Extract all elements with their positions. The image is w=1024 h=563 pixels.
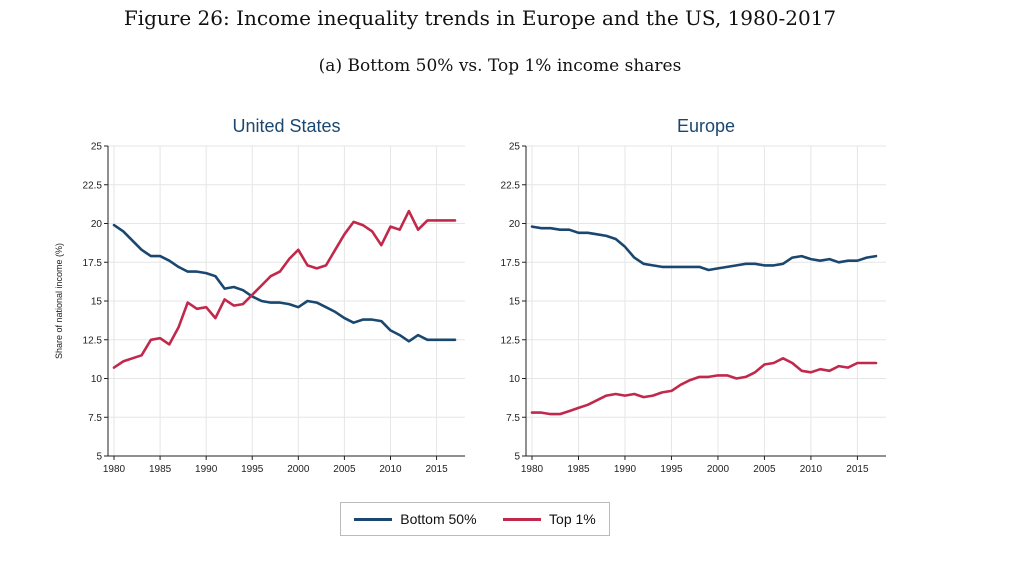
us-ytick-label: 15 xyxy=(91,297,103,308)
eu-xtick-label: 2000 xyxy=(707,464,730,475)
eu-xtick-label: 1995 xyxy=(660,464,683,475)
figure-subtitle: (a) Bottom 50% vs. Top 1% income shares xyxy=(318,56,682,76)
us-xtick-label: 1995 xyxy=(241,464,264,475)
eu-ytick-label: 22.5 xyxy=(501,180,521,191)
eu-ytick-label: 20 xyxy=(509,219,521,230)
legend-item-top1: Top 1% xyxy=(503,511,596,527)
us-ytick-label: 22.5 xyxy=(83,180,103,191)
eu-xtick-label: 2010 xyxy=(800,464,823,475)
charts-canvas: United States 5 7.5 10 12.5 15 17.5 20 22.5 25 198… xyxy=(54,116,886,475)
legend: Bottom 50% Top 1% xyxy=(340,502,610,536)
us-ytick-label: 20 xyxy=(91,219,103,230)
legend-label-bottom50: Bottom 50% xyxy=(400,511,477,527)
us-xtick-label: 1980 xyxy=(103,464,126,475)
us-xtick-label: 2000 xyxy=(287,464,310,475)
legend-label-top1: Top 1% xyxy=(549,511,596,527)
eu-ytick-label: 7.5 xyxy=(506,413,520,424)
legend-swatch-top1 xyxy=(503,517,542,521)
us-ytick-label: 12.5 xyxy=(83,335,103,346)
us-xtick-label: 1985 xyxy=(149,464,172,475)
figure-title: Figure 26: Income inequality trends in E… xyxy=(123,6,837,30)
us-xtick-label: 1990 xyxy=(195,464,218,475)
eu-ytick-label: 5 xyxy=(514,452,520,463)
us-series-bottom50-line xyxy=(112,223,457,343)
us-panel-title: United States xyxy=(232,116,340,136)
us-xtick-label: 2015 xyxy=(425,464,448,475)
us-ytick-label: 17.5 xyxy=(83,258,103,269)
eu-ytick-label: 10 xyxy=(509,374,521,385)
eu-series-bottom50-line xyxy=(530,225,878,272)
eu-xtick-label: 2015 xyxy=(846,464,869,475)
us-ytick-label: 7.5 xyxy=(88,413,102,424)
legend-item-bottom50: Bottom 50% xyxy=(354,511,477,527)
eu-ytick-label: 25 xyxy=(509,142,521,153)
eu-series-top1-line xyxy=(530,356,878,416)
eu-xtick-label: 1990 xyxy=(614,464,637,475)
eu-xtick-label: 1985 xyxy=(567,464,590,475)
eu-ytick-label: 12.5 xyxy=(501,335,521,346)
eu-panel-title: Europe xyxy=(677,116,735,136)
us-ytick-label: 10 xyxy=(91,374,103,385)
us-y-axis-label: Share of national income (%) xyxy=(54,243,64,359)
eu-xtick-label: 1980 xyxy=(521,464,544,475)
us-xtick-label: 2010 xyxy=(379,464,402,475)
eu-ytick-label: 17.5 xyxy=(501,258,521,269)
eu-xtick-label: 2005 xyxy=(753,464,776,475)
us-series-top1-line xyxy=(112,209,457,369)
us-ytick-label: 5 xyxy=(96,452,102,463)
us-xtick-label: 2005 xyxy=(333,464,356,475)
eu-ytick-label: 15 xyxy=(509,297,521,308)
us-ytick-label: 25 xyxy=(91,142,103,153)
legend-swatch-bottom50 xyxy=(354,517,393,521)
